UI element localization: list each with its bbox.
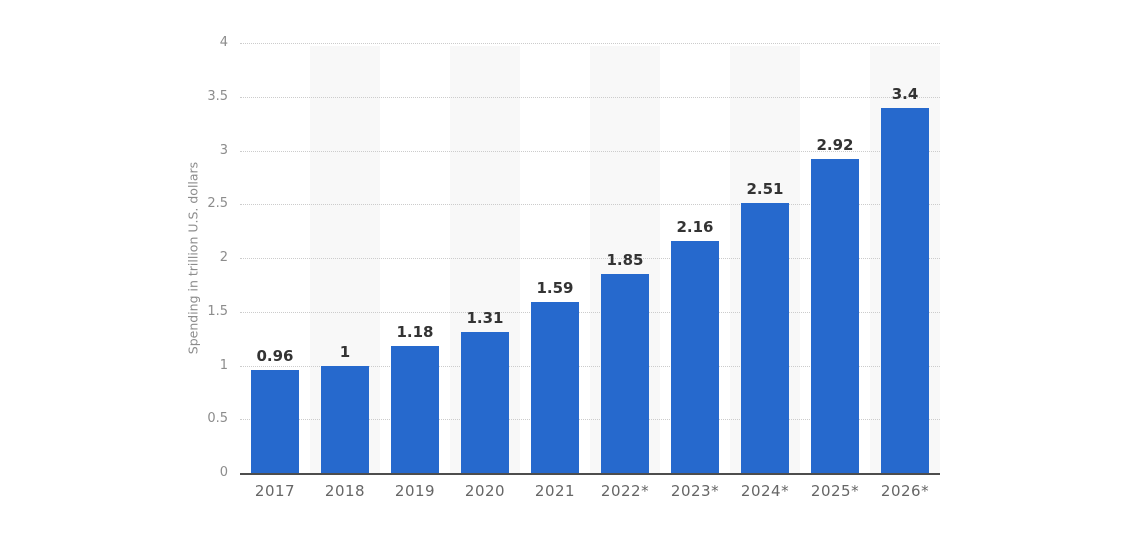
bar-2023[interactable] (671, 240, 719, 473)
y-axis-tick-label: 4 (219, 35, 228, 50)
x-axis-label-2019: 2019 (394, 482, 436, 500)
bar-2018[interactable] (321, 365, 369, 473)
bar-2020[interactable] (461, 332, 509, 473)
bar-value-label: 1.18 (396, 323, 434, 342)
bar-2025[interactable] (811, 159, 859, 473)
x-axis-label-2017: 2017 (254, 482, 296, 500)
x-axis-label-2026: 2026* (880, 482, 930, 500)
x-axis-label-2020: 2020 (464, 482, 506, 500)
y-axis-tick-label: 1 (219, 357, 228, 373)
gridline (240, 96, 940, 98)
x-axis-label-2022: 2022* (600, 482, 650, 500)
gridline (240, 43, 940, 44)
gridline (240, 150, 940, 152)
y-axis-tick-label: 3.5 (207, 88, 228, 104)
bar-2021[interactable] (531, 302, 579, 473)
x-axis-line (240, 473, 940, 475)
y-axis-tick-label: 1.5 (207, 303, 228, 319)
bar-2026[interactable] (881, 107, 929, 473)
bar-2022[interactable] (601, 274, 649, 473)
x-axis-label-2021: 2021 (534, 482, 576, 500)
bar-value-label: 2.92 (816, 136, 854, 155)
y-axis-tick-label: 3 (219, 142, 228, 158)
bar-value-label: 0.96 (256, 346, 294, 365)
bar-value-label: 3.4 (891, 84, 919, 103)
x-axis-label-2018: 2018 (324, 482, 366, 500)
bar-value-label: 1.31 (466, 309, 504, 328)
bar-value-label: 1.85 (606, 251, 644, 270)
x-axis-label-2025: 2025* (810, 482, 860, 500)
bar-2019[interactable] (391, 346, 439, 473)
gridline (240, 311, 940, 313)
bar-value-label: 2.16 (676, 217, 714, 236)
bar-value-label: 1 (339, 342, 351, 361)
gridline (240, 204, 940, 206)
bar-value-label: 2.51 (746, 180, 784, 199)
y-axis-tick-label: 0 (219, 465, 228, 480)
gridline (240, 258, 940, 259)
y-axis-tick-label: 2.5 (207, 196, 228, 212)
gridline (240, 365, 940, 367)
bar-value-label: 1.59 (536, 279, 574, 298)
x-axis-label-2024: 2024* (740, 482, 790, 500)
gridline (240, 419, 940, 421)
bar-2024[interactable] (741, 203, 789, 473)
y-axis-tick-label: 0.5 (207, 411, 228, 427)
chart-plot-area: 0.96 1 1.18 1.31 1.59 1.85 2.16 2.51 2.92 3.4 (240, 43, 940, 475)
y-axis-tick-label: 2 (219, 250, 228, 265)
bar-2017[interactable] (251, 369, 299, 473)
x-axis-label-2023: 2023* (670, 482, 720, 500)
